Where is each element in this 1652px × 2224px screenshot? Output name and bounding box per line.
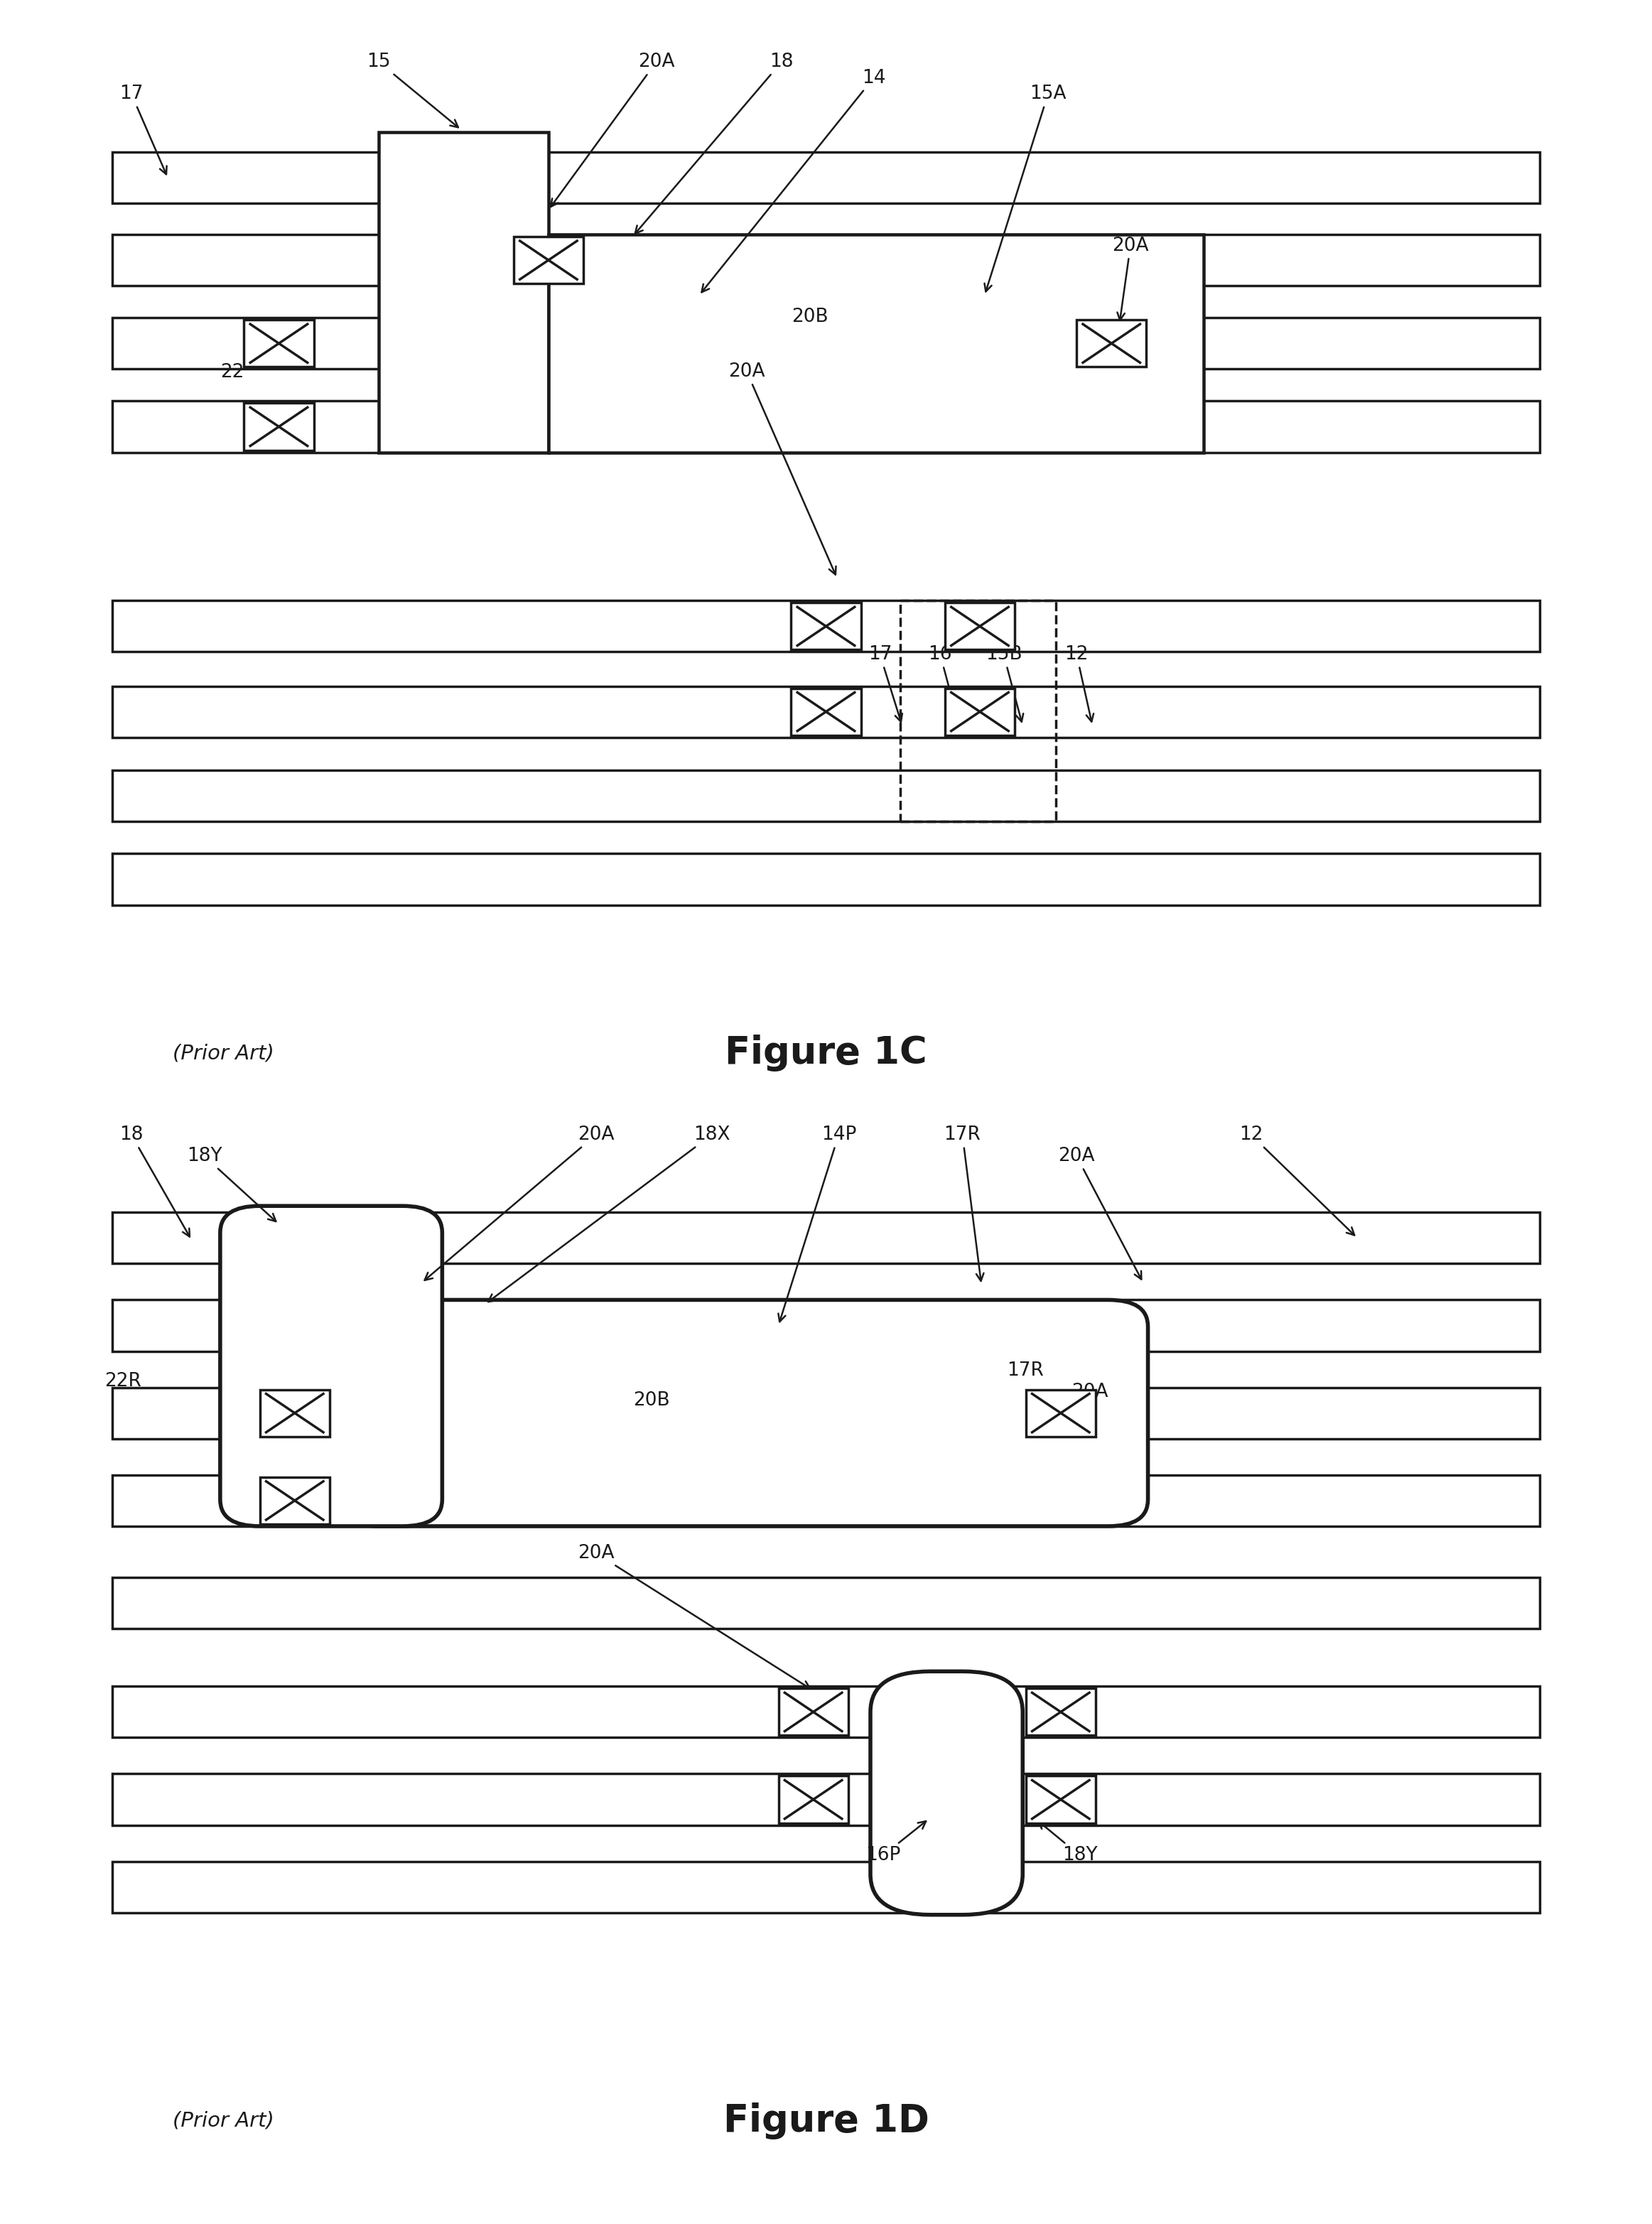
Bar: [112, 685, 1540, 738]
Bar: [112, 318, 1540, 369]
Text: 20A: 20A: [1072, 1383, 1108, 1401]
FancyBboxPatch shape: [220, 1205, 443, 1526]
Text: 18X: 18X: [489, 1125, 730, 1301]
Text: 17R: 17R: [1006, 1361, 1044, 1379]
Bar: [791, 687, 861, 736]
Text: 20A: 20A: [729, 363, 836, 574]
Bar: [259, 1477, 330, 1523]
Text: 14: 14: [702, 69, 885, 291]
Bar: [900, 600, 1056, 821]
FancyBboxPatch shape: [871, 1672, 1023, 1915]
Text: (Prior Art): (Prior Art): [172, 1043, 274, 1063]
Text: 17R: 17R: [943, 1125, 983, 1281]
Text: 12: 12: [1064, 645, 1094, 723]
Bar: [112, 234, 1540, 285]
Bar: [1077, 320, 1146, 367]
Text: 18: 18: [634, 53, 793, 234]
Bar: [945, 687, 1014, 736]
Bar: [112, 1299, 1540, 1352]
Bar: [791, 603, 861, 649]
Text: 15B: 15B: [985, 645, 1023, 723]
Bar: [112, 400, 1540, 451]
Text: 16P: 16P: [866, 1821, 927, 1864]
Bar: [112, 1775, 1540, 1826]
Text: 20B: 20B: [633, 1390, 671, 1410]
Bar: [112, 854, 1540, 905]
Bar: [945, 603, 1014, 649]
Text: 20A: 20A: [578, 1543, 809, 1688]
Text: 18Y: 18Y: [187, 1148, 276, 1221]
Text: 15A: 15A: [985, 85, 1066, 291]
Bar: [112, 1212, 1540, 1263]
Bar: [112, 151, 1540, 205]
Bar: [259, 1390, 330, 1437]
Text: Figure 1D: Figure 1D: [724, 2102, 928, 2139]
Bar: [1026, 1777, 1095, 1824]
Bar: [778, 1777, 847, 1824]
FancyBboxPatch shape: [339, 1299, 1148, 1526]
Bar: [1026, 1688, 1095, 1735]
Bar: [112, 1577, 1540, 1628]
Bar: [112, 1475, 1540, 1526]
Bar: [112, 1861, 1540, 1913]
Text: 18Y: 18Y: [1039, 1821, 1097, 1864]
Text: Figure 1C: Figure 1C: [725, 1034, 927, 1072]
Text: (Prior Art): (Prior Art): [172, 2111, 274, 2131]
Text: 12: 12: [1239, 1125, 1355, 1234]
Text: 17: 17: [119, 85, 167, 173]
Bar: [112, 1686, 1540, 1737]
Bar: [1026, 1390, 1095, 1437]
Text: 20A: 20A: [1112, 236, 1148, 320]
Text: 18: 18: [119, 1125, 190, 1237]
Bar: [244, 403, 314, 449]
Text: 20A: 20A: [1059, 1148, 1142, 1279]
Bar: [112, 770, 1540, 821]
Text: 16: 16: [928, 645, 960, 723]
Bar: [378, 131, 548, 451]
Bar: [548, 234, 1203, 451]
Text: 20B: 20B: [791, 307, 829, 327]
Text: 22: 22: [220, 363, 244, 383]
Text: 22R: 22R: [104, 1372, 142, 1390]
Bar: [112, 1388, 1540, 1439]
Text: 14P: 14P: [778, 1125, 856, 1321]
Bar: [112, 600, 1540, 652]
Bar: [778, 1688, 847, 1735]
Text: 17: 17: [867, 645, 902, 723]
Bar: [514, 236, 583, 285]
Text: 20A: 20A: [425, 1125, 615, 1281]
Text: 20A: 20A: [550, 53, 674, 207]
Bar: [244, 320, 314, 367]
Text: 15: 15: [367, 53, 458, 127]
